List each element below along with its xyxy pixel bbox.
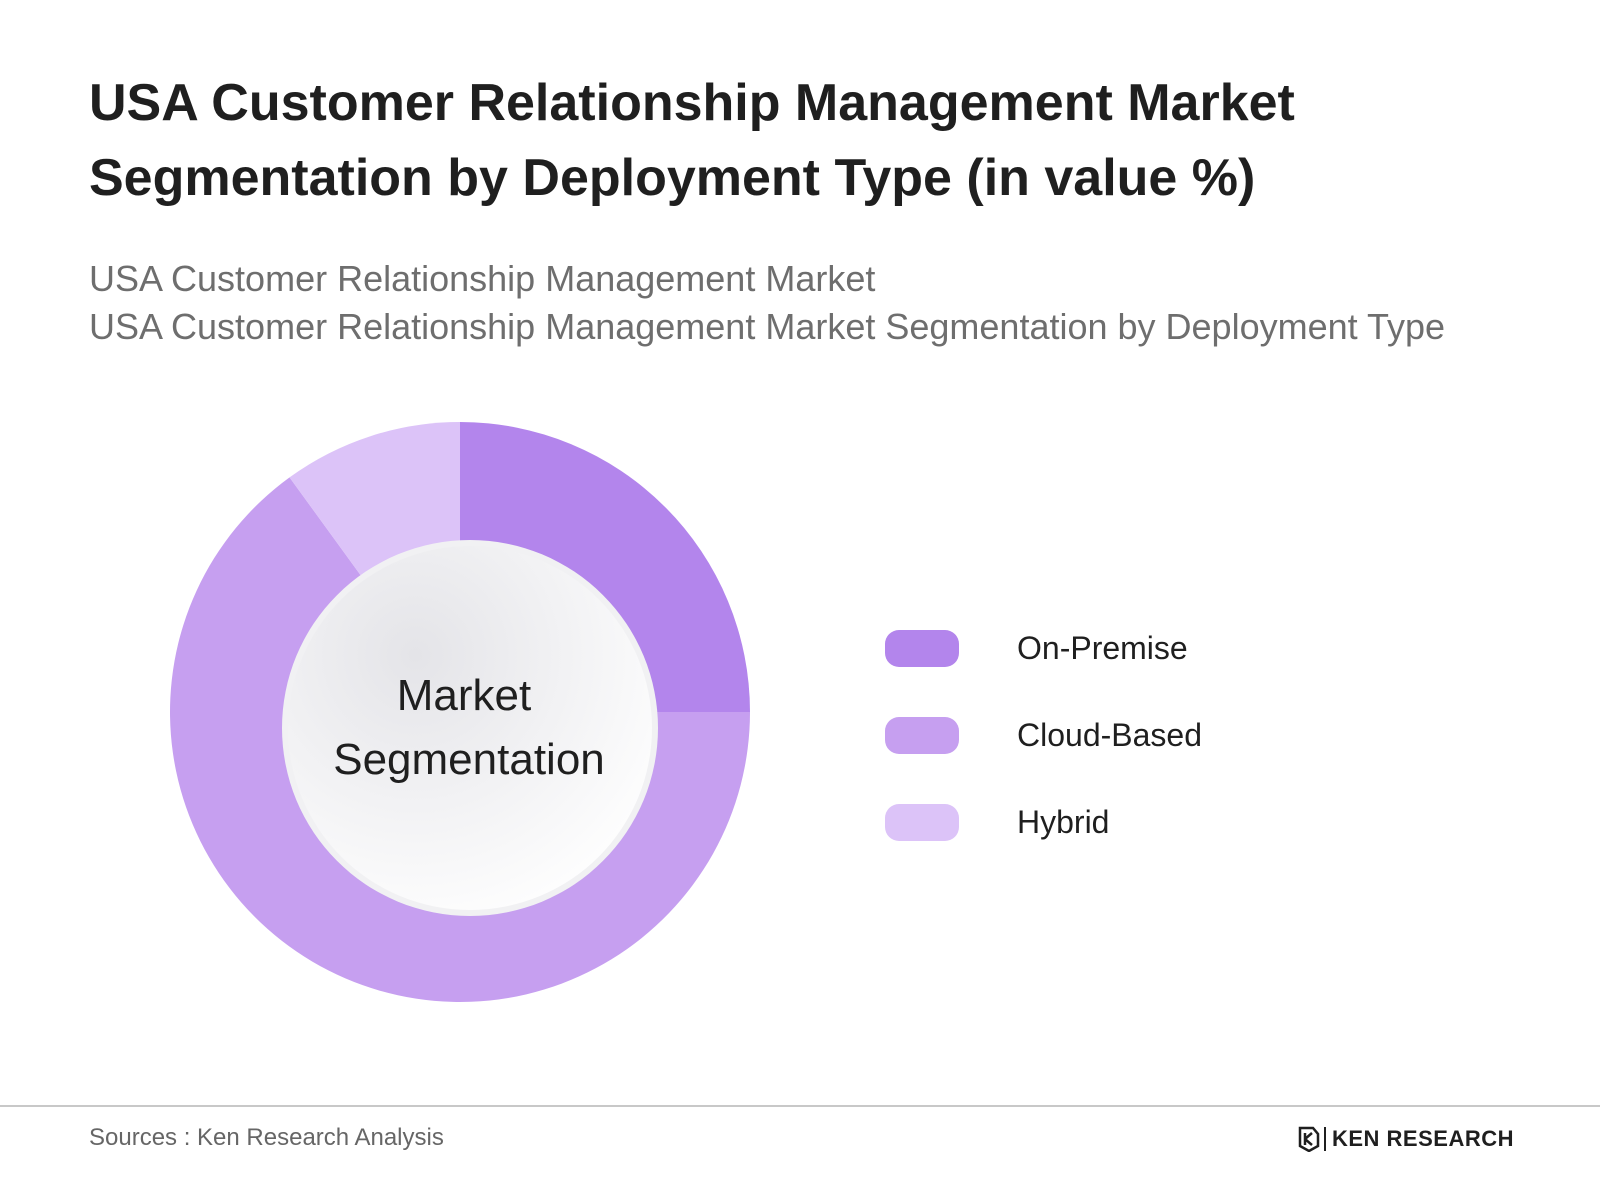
chart-subtitle-line-1: USA Customer Relationship Management Mar… — [89, 258, 876, 299]
source-note: Sources : Ken Research Analysis — [89, 1124, 444, 1151]
legend-label-on-premise: On-Premise — [1017, 630, 1188, 666]
center-label-line-2: Segmentation — [333, 735, 605, 784]
chart-subtitle: USA Customer Relationship Management Mar… — [89, 255, 1579, 351]
brand-logo: KEN RESEARCH — [1298, 1126, 1514, 1152]
chart-title-line-1: USA Customer Relationship Management Mar… — [89, 74, 1295, 132]
center-label-line-1: Market — [397, 671, 531, 720]
legend-label-hybrid: Hybrid — [1017, 804, 1110, 840]
brand-name: KEN RESEARCH — [1331, 1126, 1514, 1151]
legend-swatch-cloud-based — [885, 717, 959, 754]
ken-research-logo-icon — [1298, 1126, 1320, 1152]
legend-label-cloud-based: Cloud-Based — [1017, 717, 1202, 753]
legend-swatch-on-premise — [885, 630, 959, 667]
chart-legend: On-Premise Cloud-Based Hybrid — [885, 630, 1485, 891]
donut-chart: Market Segmentation — [169, 422, 750, 1003]
donut-center-disc — [288, 546, 652, 910]
chart-subtitle-line-2: USA Customer Relationship Management Mar… — [89, 306, 1446, 347]
chart-title-line-2: Segmentation by Deployment Type (in valu… — [89, 149, 1256, 207]
legend-item-hybrid: Hybrid — [885, 804, 1485, 841]
footer-divider — [0, 1105, 1600, 1107]
legend-item-cloud-based: Cloud-Based — [885, 717, 1485, 754]
chart-title: USA Customer Relationship Management Mar… — [89, 66, 1509, 216]
brand-divider — [1323, 1127, 1326, 1151]
legend-item-on-premise: On-Premise — [885, 630, 1485, 667]
legend-swatch-hybrid — [885, 804, 959, 841]
